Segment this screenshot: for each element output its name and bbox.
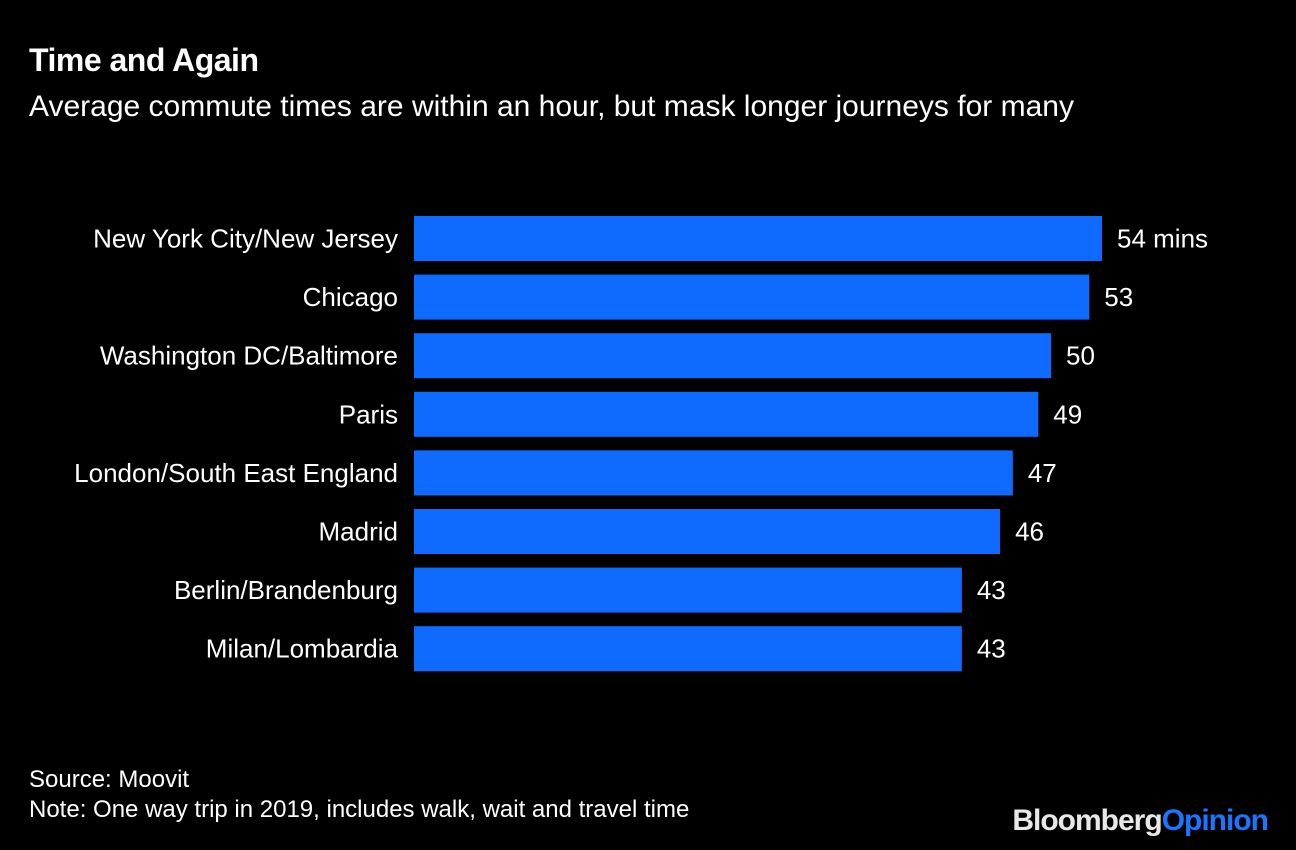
bar-4 (414, 450, 1013, 496)
value-label-0: 54 mins (1117, 224, 1208, 254)
brand-logo-part1: Bloomberg (1012, 804, 1162, 837)
brand-logo: BloombergOpinion (1012, 804, 1269, 838)
value-label-4: 47 (1028, 458, 1057, 488)
footnote: Note: One way trip in 2019, includes wal… (29, 796, 690, 823)
value-label-1: 53 (1104, 282, 1133, 312)
value-label-3: 49 (1053, 399, 1082, 429)
category-label-6: Berlin/Brandenburg (174, 575, 398, 605)
bar-5 (414, 509, 1001, 554)
category-label-0: New York City/New Jersey (93, 224, 398, 254)
category-label-4: London/South East England (74, 458, 398, 488)
bar-1 (414, 274, 1090, 320)
category-label-7: Milan/Lombardia (206, 634, 399, 664)
bar-chart: New York City/New Jersey 54 mins Chicago 53… (74, 216, 1208, 672)
category-label-2: Washington DC/Baltimore (100, 341, 398, 371)
bar-0 (414, 216, 1102, 261)
bar-2 (414, 333, 1052, 379)
bar-6 (414, 567, 962, 613)
source-note: Source: Moovit (29, 766, 190, 793)
value-label-7: 43 (977, 634, 1006, 664)
chart-subtitle: Average commute times are within an hour… (29, 90, 1074, 123)
category-label-3: Paris (339, 399, 398, 429)
value-label-5: 46 (1015, 517, 1044, 547)
category-label-5: Madrid (319, 517, 398, 547)
bar-3 (414, 391, 1039, 437)
value-label-2: 50 (1066, 341, 1095, 371)
bar-7 (414, 626, 962, 672)
value-label-6: 43 (977, 575, 1006, 605)
category-label-1: Chicago (303, 282, 398, 312)
brand-logo-part2: Opinion (1161, 804, 1269, 837)
chart-title: Time and Again (29, 42, 259, 78)
